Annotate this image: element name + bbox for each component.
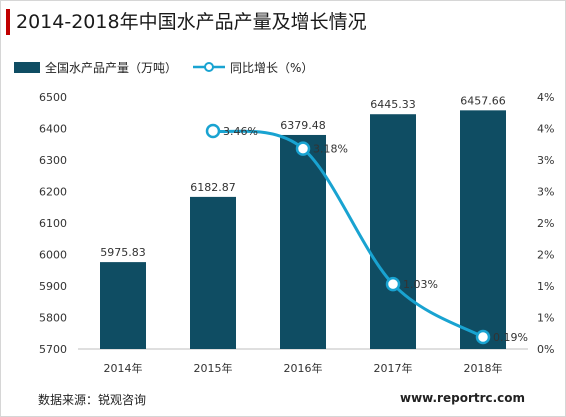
bar-data-label: 6379.48 [280, 119, 326, 132]
y-right-tick-label: 0% [537, 343, 554, 356]
growth-data-label: 3.18% [313, 143, 348, 156]
growth-data-label: 0.19% [493, 331, 528, 344]
x-tick-label: 2018年 [464, 361, 503, 375]
y-left-tick-label: 5900 [39, 280, 67, 293]
y-left-tick-label: 6000 [39, 249, 67, 262]
chart-title: 2014-2018年中国水产品产量及增长情况 [16, 11, 367, 33]
legend-bar-label: 全国水产品产量（万吨） [45, 60, 178, 75]
x-tick-label: 2014年 [104, 361, 143, 375]
x-tick-label: 2015年 [194, 361, 233, 375]
bar [460, 110, 506, 349]
growth-point [475, 329, 491, 345]
y-right-tick-label: 2% [537, 217, 554, 230]
bar [100, 262, 146, 349]
y-left-tick-label: 6300 [39, 154, 67, 167]
legend-bar-swatch [14, 61, 40, 73]
growth-data-label: 1.03% [403, 278, 438, 291]
y-left-tick-label: 5700 [39, 343, 67, 356]
y-left-tick-label: 6400 [39, 123, 67, 136]
x-tick-label: 2017年 [374, 361, 413, 375]
x-tick-label: 2016年 [284, 361, 323, 375]
y-left-tick-label: 5800 [39, 312, 67, 325]
growth-line [212, 129, 484, 339]
growth-data-label: 3.46% [223, 125, 258, 138]
source-note: 数据来源：锐观咨询 [38, 393, 147, 407]
bar [280, 134, 326, 349]
title-accent-bar [6, 9, 10, 35]
bar-data-label: 6182.87 [190, 181, 236, 194]
y-right-tick-label: 3% [537, 186, 554, 199]
bar-data-label: 5975.83 [100, 246, 146, 259]
y-left-tick-label: 6200 [39, 186, 67, 199]
website-label: www.reportrc.com [400, 391, 526, 405]
y-left-tick-label: 6500 [39, 91, 67, 104]
bar-data-label: 6445.33 [370, 98, 416, 111]
y-right-tick-label: 4% [537, 123, 554, 136]
y-right-tick-label: 3% [537, 154, 554, 167]
legend-line-swatch [193, 62, 226, 72]
growth-point [205, 123, 221, 139]
growth-point [295, 141, 311, 156]
legend-line-label: 同比增长（%） [230, 60, 314, 75]
y-right-tick-label: 1% [537, 312, 554, 325]
bar-data-label: 6457.66 [460, 94, 506, 107]
bar [370, 114, 416, 350]
y-right-tick-label: 4% [537, 91, 554, 104]
growth-point [385, 276, 401, 292]
y-right-tick-label: 2% [537, 249, 554, 262]
legend: 全国水产品产量（万吨） 同比增长（%） [14, 56, 313, 78]
bar [190, 196, 236, 349]
y-left-tick-label: 6100 [39, 217, 67, 230]
y-right-tick-label: 1% [537, 280, 554, 293]
